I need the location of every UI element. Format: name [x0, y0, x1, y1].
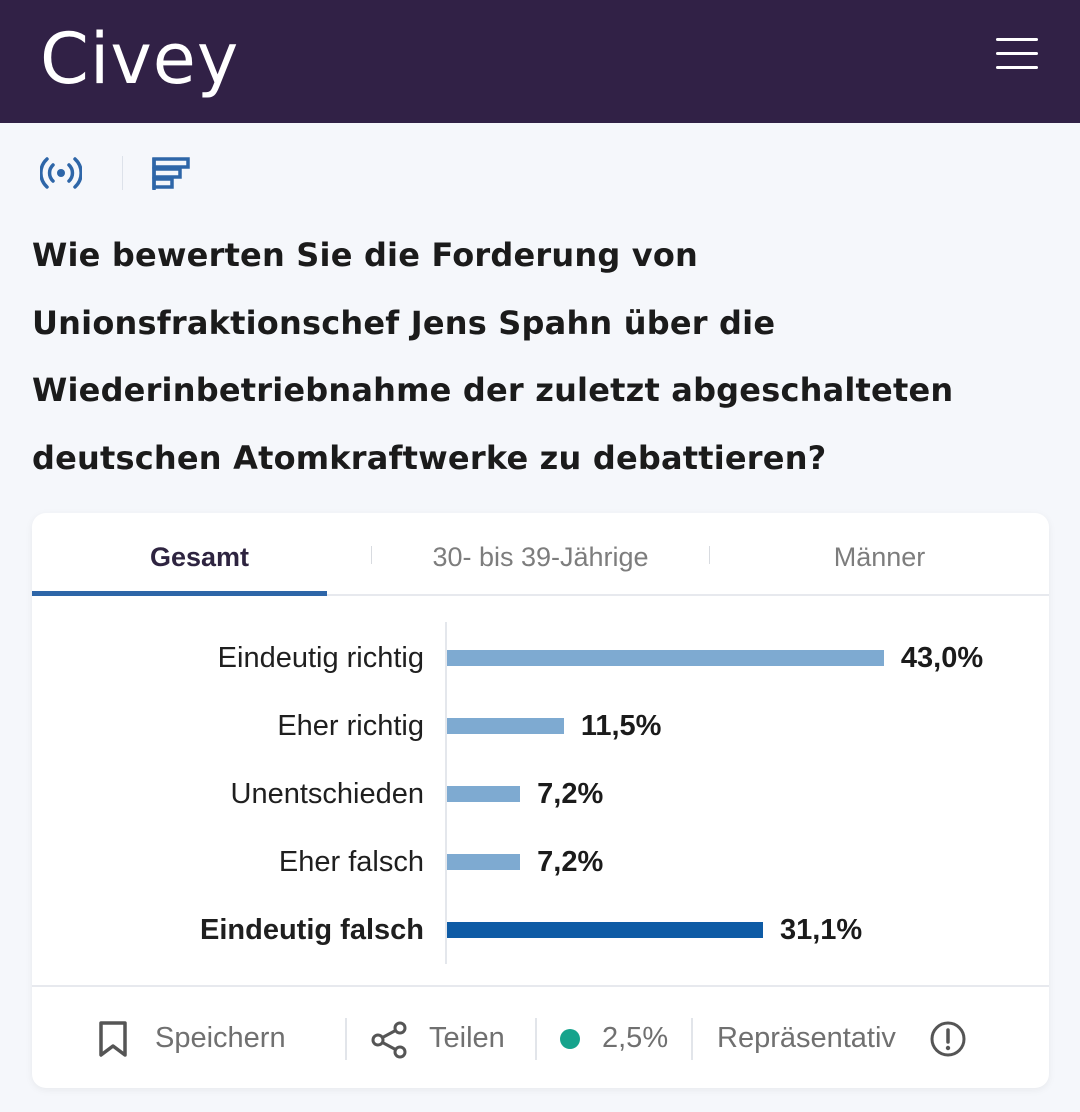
app-header: Civey [0, 0, 1080, 123]
bar [447, 718, 564, 734]
tab-divider [371, 546, 372, 564]
bar-value-label: 11,5% [580, 710, 662, 742]
icon-divider [122, 156, 123, 190]
bar [447, 854, 521, 870]
bar-label: Eindeutig richtig [217, 642, 424, 674]
chart-row: Eher richtig 11,5% [32, 706, 1049, 746]
chart-axis [445, 622, 447, 964]
share-icon[interactable] [369, 1020, 409, 1060]
tab-gesamt[interactable]: Gesamt [149, 542, 250, 572]
civey-logo[interactable]: Civey [40, 18, 240, 100]
footer-divider [345, 1018, 347, 1060]
active-tab-indicator [32, 591, 327, 596]
bar-chart-icon[interactable] [152, 156, 192, 192]
bookmark-icon[interactable] [98, 1020, 128, 1058]
bar-value-label: 7,2% [537, 778, 604, 810]
bar [447, 650, 884, 666]
bar-label: Eindeutig falsch [200, 914, 424, 946]
results-bar-chart: Eindeutig richtig 43,0% Eher richtig 11,5% U… [32, 598, 1049, 983]
poll-result-card: Gesamt 30- bis 39-Jährige Männer Eindeut… [32, 513, 1049, 1088]
bar-value-label: 43,0% [900, 642, 984, 674]
footer-divider [691, 1018, 693, 1060]
chart-row: Eindeutig falsch 31,1% [32, 910, 1049, 950]
tab-30-39[interactable]: 30- bis 39-Jährige [432, 542, 649, 572]
share-button[interactable]: Teilen [429, 1022, 505, 1054]
tab-maenner[interactable]: Männer [833, 542, 926, 572]
chart-row: Eindeutig richtig 43,0% [32, 638, 1049, 678]
error-margin: 2,5% [602, 1022, 669, 1054]
bar-label: Eher falsch [278, 846, 424, 878]
bar-label: Unentschieden [230, 778, 424, 810]
bar [447, 922, 763, 938]
representative-label[interactable]: Repräsentativ [717, 1022, 896, 1054]
hamburger-menu-icon[interactable] [992, 36, 1040, 72]
save-button[interactable]: Speichern [155, 1022, 286, 1054]
footer-divider [535, 1018, 537, 1060]
bar-label: Eher richtig [277, 710, 424, 742]
chart-row: Unentschieden 7,2% [32, 774, 1049, 814]
poll-question: Wie bewerten Sie die Forderung von Union… [32, 236, 954, 477]
bar [447, 786, 521, 802]
bar-value-label: 31,1% [779, 914, 863, 946]
tab-divider [709, 546, 710, 564]
card-footer: Speichern Teilen 2,5% Repräsentativ [32, 985, 1049, 1088]
status-dot [560, 1029, 580, 1049]
bar-value-label: 7,2% [537, 846, 604, 878]
tab-bar: Gesamt 30- bis 39-Jährige Männer [32, 513, 1049, 596]
broadcast-icon [40, 157, 82, 189]
chart-row: Eher falsch 7,2% [32, 842, 1049, 882]
info-exclamation-icon[interactable] [929, 1020, 967, 1058]
